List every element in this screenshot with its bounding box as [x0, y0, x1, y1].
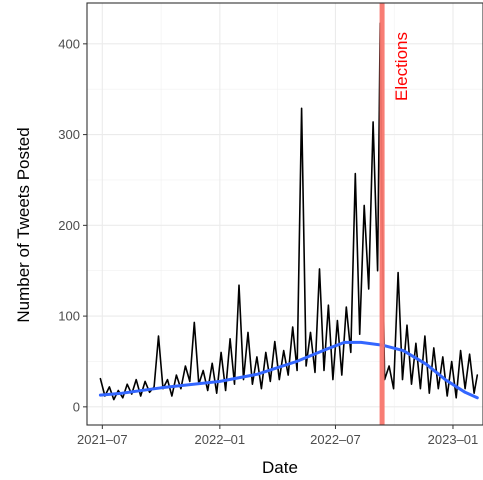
y-tick-label: 400 [58, 36, 80, 51]
smoothed-trend-line [98, 340, 479, 400]
y-tick-label: 300 [58, 127, 80, 142]
x-tick-label: 2022–07 [310, 432, 361, 447]
x-tick-label: 2021–07 [77, 432, 128, 447]
y-tick-label: 200 [58, 218, 80, 233]
x-tick-label: 2023–01 [428, 432, 479, 447]
grid [87, 3, 483, 425]
x-axis-title: Date [262, 458, 298, 477]
annotation-layer: Elections [379, 3, 411, 425]
y-tick-label: 0 [73, 399, 80, 414]
elections-label: Elections [392, 32, 411, 101]
panel-border [86, 2, 483, 426]
y-tick-label: 100 [58, 309, 80, 324]
y-axis-title: Number of Tweets Posted [14, 127, 33, 322]
x-tick-label: 2022–01 [195, 432, 246, 447]
series-layer [98, 22, 479, 401]
axis-ticks: 0 100 200 300 400 2021–07 2022–01 2022–07 2023–0… [58, 36, 478, 447]
panel-frame [86, 2, 483, 426]
